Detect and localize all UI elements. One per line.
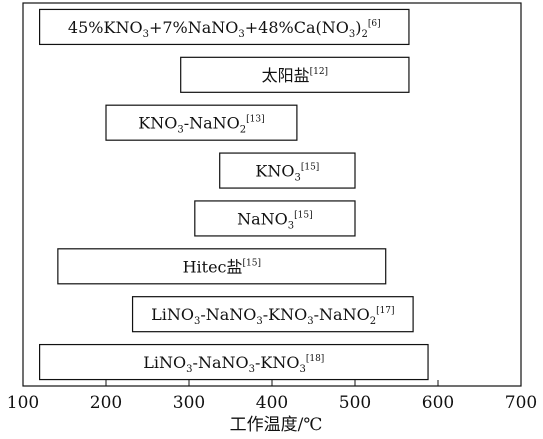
x-tick-label: 600	[422, 393, 454, 413]
range-bar-rect	[219, 152, 356, 189]
range-bar: NaNO3[15]	[194, 200, 356, 237]
range-bar-rect	[38, 343, 429, 381]
range-bar-label: NaNO3[15]	[237, 209, 313, 231]
range-bar: Hitec盐[15]	[57, 248, 387, 285]
range-bar-label: 45%KNO3+7%NaNO3+48%Ca(NO3)2[6]	[68, 18, 381, 40]
range-bars: 45%KNO3+7%NaNO3+48%Ca(NO3)2[6] 太阳盐[12] KNO…	[38, 8, 429, 381]
range-bar-rect	[180, 56, 410, 93]
range-bar-rect	[105, 104, 298, 141]
range-bar: KNO3-NaNO2[13]	[105, 104, 298, 141]
range-bar: 45%KNO3+7%NaNO3+48%Ca(NO3)2[6]	[38, 8, 410, 46]
range-bar: LiNO3-NaNO3-KNO3[18]	[38, 343, 429, 381]
range-bar-label: LiNO3-NaNO3-KNO3[18]	[143, 353, 324, 375]
x-axis-label: 工作温度/℃	[230, 415, 323, 435]
range-bar-label: KNO3-NaNO2[13]	[138, 114, 264, 136]
x-tick-label: 200	[90, 393, 122, 413]
range-bar-rect	[194, 200, 356, 237]
x-tick-label: 400	[256, 393, 288, 413]
range-bar-label: Hitec盐[15]	[183, 257, 261, 276]
x-tick-label: 300	[173, 393, 205, 413]
range-bar: KNO3[15]	[219, 152, 356, 189]
x-axis-ticks: 100 200 300 400 500 600 700	[7, 380, 537, 413]
range-bar-rect	[131, 296, 414, 333]
x-tick-label: 700	[505, 393, 537, 413]
range-bar: 太阳盐[12]	[180, 56, 410, 93]
range-bar: LiNO3-NaNO3-KNO3-NaNO2[17]	[131, 296, 414, 333]
range-bar-rect	[57, 248, 387, 285]
range-bar-label: KNO3[15]	[255, 162, 319, 184]
range-bar-label: 太阳盐[12]	[262, 66, 329, 85]
range-bar-rect	[38, 8, 410, 46]
x-tick-label: 500	[339, 393, 371, 413]
range-bar-label: LiNO3-NaNO3-KNO3-NaNO2[17]	[151, 305, 394, 327]
x-tick-label: 100	[7, 393, 39, 413]
